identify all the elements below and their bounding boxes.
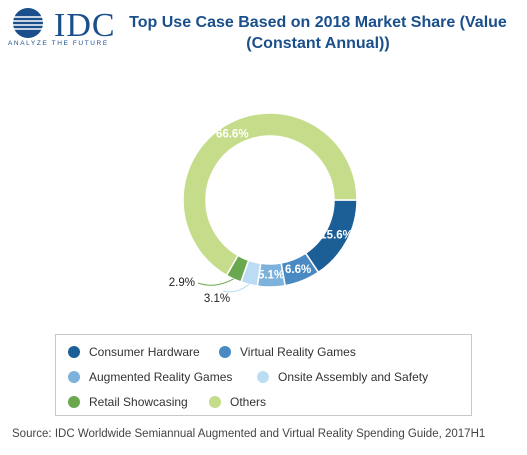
legend-label: Retail Showcasing <box>89 395 188 409</box>
data-label-retail-showcasing: 2.9% <box>169 277 195 289</box>
globe-icon <box>13 8 43 38</box>
legend-swatch <box>209 396 221 408</box>
legend-label: Onsite Assembly and Safety <box>278 370 429 384</box>
legend-item-others: Others <box>209 395 266 409</box>
legend-label: Augmented Reality Games <box>89 370 233 384</box>
legend-item-augmented-reality-games: Augmented Reality Games <box>68 370 232 384</box>
chart-title: Top Use Case Based on 2018 Market Share … <box>118 12 518 54</box>
source-note: Source: IDC Worldwide Semiannual Augment… <box>12 428 486 440</box>
legend-item-retail-showcasing: Retail Showcasing <box>68 395 188 409</box>
chart-title-line-2: (Constant Annual)) <box>246 35 390 52</box>
data-label-consumer-hardware: 15.6% <box>320 230 353 242</box>
data-label-onsite-assembly-and-safety: 3.1% <box>204 293 230 305</box>
legend-swatch <box>257 371 269 383</box>
idc-logo: IDC ANALYZE THE FUTURE <box>8 6 118 50</box>
legend-swatch <box>68 346 80 358</box>
data-label-virtual-reality-games: 6.6% <box>285 264 311 276</box>
legend-swatch <box>219 346 231 358</box>
leader-line-retail-showcasing <box>197 278 234 286</box>
logo-tagline: ANALYZE THE FUTURE <box>8 40 109 47</box>
legend-label: Virtual Reality Games <box>240 345 356 359</box>
chart-title-line-1: Top Use Case Based on 2018 Market Share … <box>129 14 507 31</box>
legend-swatch <box>68 371 80 383</box>
logo-text: IDC <box>54 7 116 44</box>
slice-others[interactable] <box>182 112 358 277</box>
legend-label: Others <box>230 395 267 409</box>
legend-label: Consumer Hardware <box>89 345 200 359</box>
legend-item-onsite-assembly-and-safety: Onsite Assembly and Safety <box>257 370 428 384</box>
leader-line-onsite-assembly-and-safety <box>222 284 250 293</box>
legend-swatch <box>68 396 80 408</box>
legend-item-consumer-hardware: Consumer Hardware <box>68 345 200 359</box>
donut-chart: 15.6% 6.6%5.1% 66.6% 2.9% 3.1% <box>169 112 358 305</box>
legend-item-virtual-reality-games: Virtual Reality Games <box>219 345 356 359</box>
data-label-others: 66.6% <box>216 129 249 141</box>
data-label-augmented-reality-games: 5.1% <box>258 270 284 282</box>
chart-legend: Consumer Hardware Virtual Reality Games … <box>55 334 472 416</box>
